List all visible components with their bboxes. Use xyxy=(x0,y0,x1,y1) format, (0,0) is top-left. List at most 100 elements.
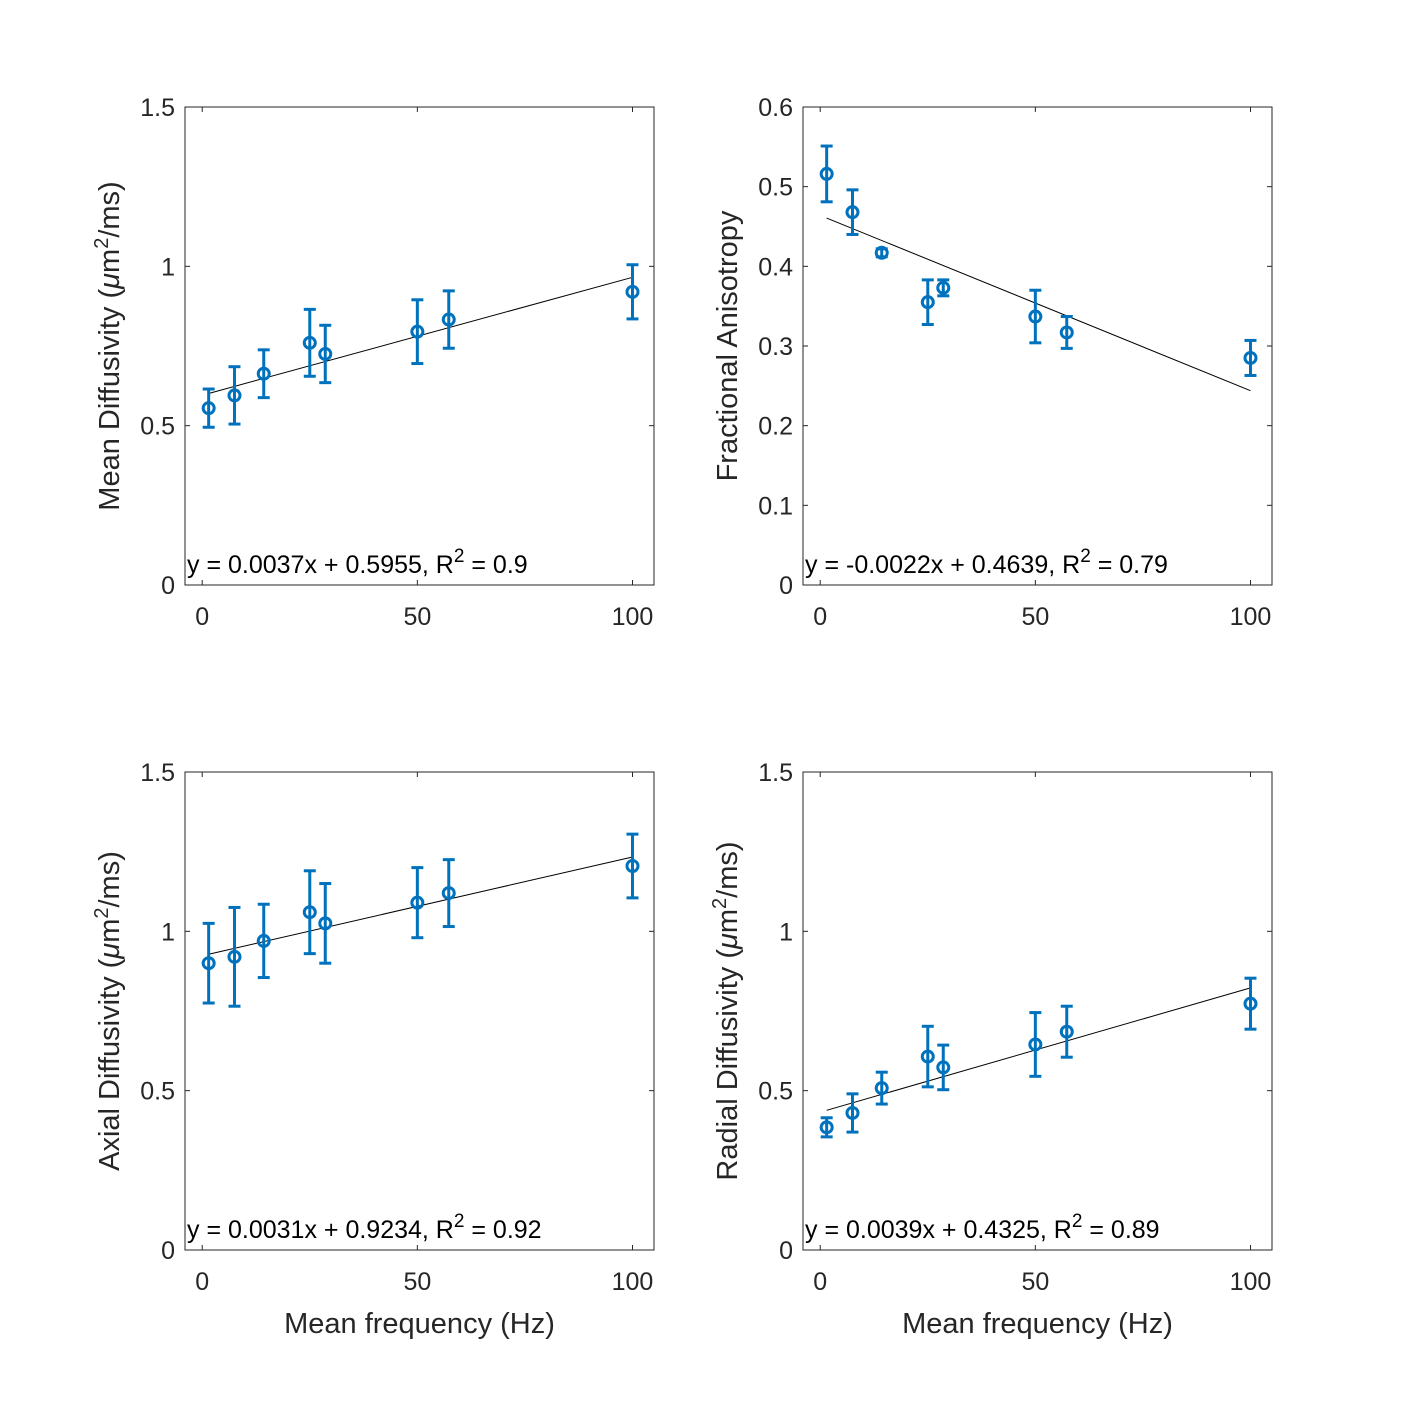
x-tick-label: 50 xyxy=(403,1268,431,1296)
x-axis-label: Mean frequency (Hz) xyxy=(902,1308,1173,1340)
data-point xyxy=(227,388,242,403)
y-label-tail: /ms) xyxy=(94,181,126,237)
data-point xyxy=(874,1081,889,1096)
axes-box xyxy=(802,771,1273,1251)
equation-main: y = 0.0031x + 0.9234, R xyxy=(187,1216,454,1244)
error-bar xyxy=(626,832,639,900)
data-point xyxy=(936,1060,951,1075)
x-tick-label: 0 xyxy=(195,603,209,631)
panel-fa: 0 50 100 0 0.1 0.2 0.3 0.4 0.5 0.6 Fractional Anis… xyxy=(712,94,1273,631)
x-tick-label: 100 xyxy=(1230,1268,1272,1296)
data-point xyxy=(920,1049,935,1064)
x-tick-label: 50 xyxy=(403,603,431,631)
data-point xyxy=(874,245,889,260)
error-bar xyxy=(921,1024,934,1089)
y-label-main: Fractional Anisotropy xyxy=(712,210,744,481)
error-bar xyxy=(319,882,332,965)
data-point xyxy=(441,312,456,327)
equation-superscript: 2 xyxy=(1072,1211,1083,1232)
data-point xyxy=(920,295,935,310)
axes-box xyxy=(802,106,1273,586)
data-point xyxy=(845,1105,860,1120)
y-tick-label: 1.5 xyxy=(758,759,793,787)
error-bar xyxy=(820,144,833,204)
data-point xyxy=(318,916,333,931)
y-label-superscript: 2 xyxy=(709,898,731,909)
axes-box xyxy=(184,106,655,586)
data-point xyxy=(201,401,216,416)
fit-equation: y = 0.0039x + 0.4325, R2 = 0.89 xyxy=(805,1211,1160,1244)
x-tick-label: 100 xyxy=(612,1268,654,1296)
equation-superscript: 2 xyxy=(454,1211,465,1232)
error-bar xyxy=(319,323,332,385)
data-point xyxy=(1059,325,1074,340)
error-bar xyxy=(1029,1011,1042,1078)
error-bar xyxy=(1244,338,1257,377)
y-tick-label: 0.5 xyxy=(758,174,793,202)
y-label-superscript: 2 xyxy=(91,238,113,249)
y-tick-label: 0.6 xyxy=(758,94,793,122)
y-label-mu: μ xyxy=(712,933,744,950)
equation-main: y = 0.0037x + 0.5955, R xyxy=(187,551,454,579)
x-tick-label: 50 xyxy=(1021,1268,1049,1296)
error-bar xyxy=(411,298,424,366)
error-bar xyxy=(228,905,241,1008)
fit-equation: y = -0.0022x + 0.4639, R2 = 0.79 xyxy=(805,546,1168,579)
error-bar xyxy=(257,902,270,980)
data-point xyxy=(201,956,216,971)
data-point xyxy=(302,335,317,350)
y-label-unit: m xyxy=(712,909,744,933)
data-point xyxy=(1243,350,1258,365)
x-tick-label: 0 xyxy=(813,1268,827,1296)
data-point xyxy=(1028,309,1043,324)
error-bar xyxy=(626,263,639,321)
y-tick-label: 1 xyxy=(779,918,793,946)
y-label-unit: m xyxy=(94,249,126,273)
data-point xyxy=(441,886,456,901)
y-tick-label: 0.2 xyxy=(758,413,793,441)
data-point xyxy=(845,205,860,220)
y-tick-label: 0 xyxy=(779,572,793,600)
error-bar xyxy=(228,365,241,426)
error-bar xyxy=(846,1092,859,1134)
error-bar xyxy=(257,348,270,400)
data-point xyxy=(625,859,640,874)
equation-tail: = 0.79 xyxy=(1091,551,1168,579)
y-label-main: Mean Diffusivity ( xyxy=(94,289,126,511)
x-tick-label: 0 xyxy=(195,1268,209,1296)
data-point xyxy=(256,933,271,948)
y-label-tail: /ms) xyxy=(712,841,744,897)
error-bar xyxy=(442,289,455,350)
equation-main: y = 0.0039x + 0.4325, R xyxy=(805,1216,1072,1244)
data-point xyxy=(410,324,425,339)
y-label-unit: m xyxy=(94,919,126,943)
error-bar xyxy=(846,188,859,236)
data-point xyxy=(1243,996,1258,1011)
y-tick-label: 1 xyxy=(161,918,175,946)
y-tick-label: 0.1 xyxy=(758,492,793,520)
data-point xyxy=(1059,1024,1074,1039)
error-bar xyxy=(1060,315,1073,350)
data-point xyxy=(227,949,242,964)
x-axis-label: Mean frequency (Hz) xyxy=(284,1308,555,1340)
equation-superscript: 2 xyxy=(454,546,465,567)
x-tick-label: 0 xyxy=(813,603,827,631)
y-tick-label: 1 xyxy=(161,253,175,281)
x-tick-label: 100 xyxy=(1230,603,1272,631)
y-axis-label: Mean Diffusivity (μm2/ms) xyxy=(91,181,126,510)
y-label-superscript: 2 xyxy=(91,908,113,919)
y-tick-label: 0 xyxy=(779,1237,793,1265)
x-tick-label: 50 xyxy=(1021,603,1049,631)
error-bar xyxy=(202,921,215,1005)
error-bar xyxy=(1060,1004,1073,1059)
equation-superscript: 2 xyxy=(1080,546,1091,567)
y-label-main: Radial Diffusivity ( xyxy=(712,949,744,1181)
y-label-mu: μ xyxy=(94,943,126,960)
data-point xyxy=(819,1120,834,1135)
x-tick-label: 100 xyxy=(612,603,654,631)
data-point xyxy=(936,280,951,295)
error-bar xyxy=(442,858,455,929)
y-tick-label: 0 xyxy=(161,1237,175,1265)
